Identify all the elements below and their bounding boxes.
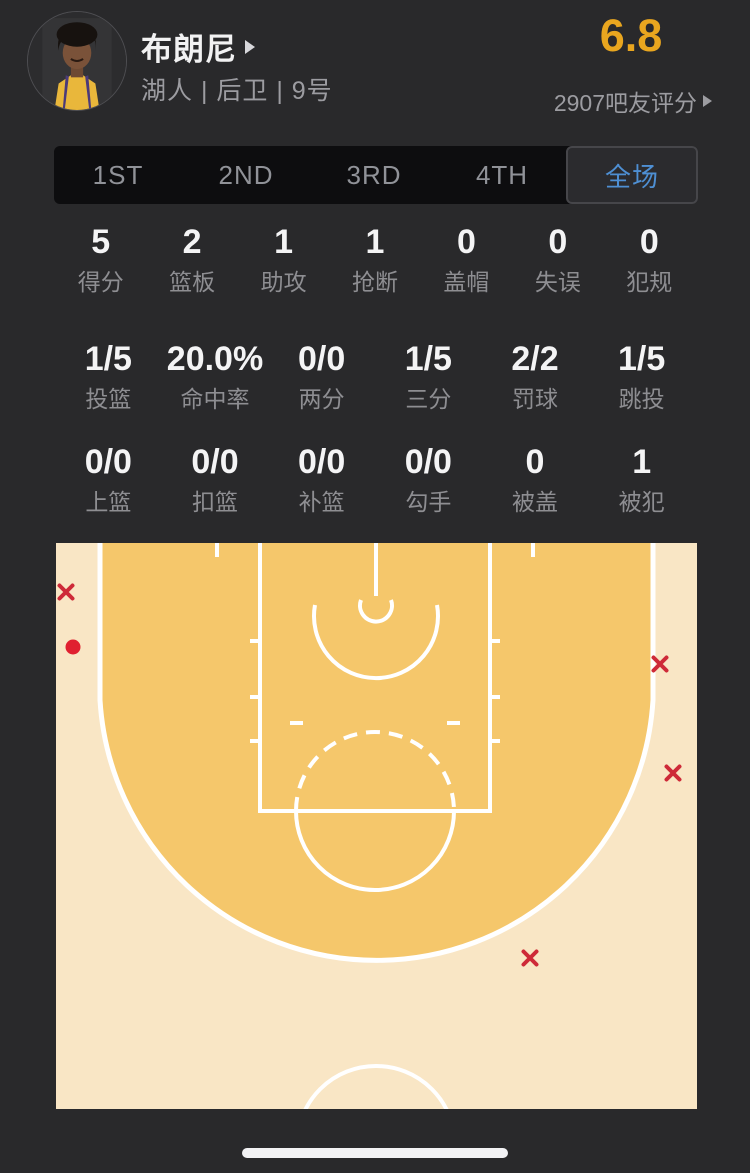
- home-indicator[interactable]: [242, 1148, 508, 1158]
- free-throw-circle-dashed: [294, 730, 456, 812]
- three-point-line: [97, 543, 656, 963]
- stat-putback: 0/0 补篮: [298, 443, 346, 515]
- stat-fouled: 1 被犯: [618, 443, 665, 515]
- stats-row-shooting: 1/5 投篮 20.0% 命中率 0/0 两分 1/5 三分 2/2 罚球 1/…: [55, 339, 695, 414]
- rim-arc: [358, 599, 394, 624]
- stat-fg: 1/5 投篮: [84, 340, 132, 412]
- stat-hook: 0/0 勾手: [404, 443, 452, 515]
- stat-two-pt: 0/0 两分: [298, 340, 346, 412]
- court-lines: [97, 543, 656, 1109]
- center-circle: [303, 1064, 449, 1109]
- stat-three-pt: 1/5 三分: [404, 340, 452, 412]
- made-shot-marker: [65, 639, 81, 655]
- player-meta: 湖人 | 后卫 | 9号: [141, 77, 333, 105]
- shot-chart-court: [56, 543, 697, 1109]
- court-inner-floor: [100, 543, 653, 961]
- missed-shot-marker: [664, 764, 682, 782]
- key-lines: [258, 543, 492, 813]
- missed-shot-marker: [521, 949, 539, 967]
- rating-arrow-icon: [703, 95, 712, 107]
- stat-turnovers: 0 失误: [534, 223, 581, 295]
- player-name: 布朗尼: [141, 32, 237, 67]
- stat-dunk: 0/0 扣篮: [191, 443, 239, 515]
- tab-full-game[interactable]: 全场: [566, 146, 698, 204]
- shot-markers: [57, 583, 682, 967]
- stat-layup: 0/0 上篮: [84, 443, 132, 515]
- restricted-area-arc: [312, 604, 440, 681]
- stat-blocks: 0 盖帽: [443, 223, 490, 295]
- stat-fouls: 0 犯规: [626, 223, 673, 295]
- stat-points: 5 得分: [77, 223, 124, 295]
- stats-row-shot-types: 0/0 上篮 0/0 扣篮 0/0 补篮 0/0 勾手 0 被盖 1 被犯: [55, 442, 695, 517]
- player-name-row[interactable]: 布朗尼: [141, 24, 255, 69]
- player-photo: [28, 12, 126, 110]
- rating-value: 6.8: [599, 10, 663, 61]
- rating-label: 2907吧友评分: [553, 90, 697, 116]
- fan-rating-link[interactable]: 2907吧友评分: [430, 84, 712, 118]
- player-header: 布朗尼 湖人 | 后卫 | 9号 6.8 2907吧友评分: [0, 0, 750, 140]
- stat-steals: 1 抢断: [351, 223, 398, 295]
- tab-2nd[interactable]: 2ND: [218, 159, 274, 190]
- name-arrow-icon: [245, 39, 255, 54]
- player-avatar[interactable]: [27, 11, 127, 111]
- lane-hashes-right: [490, 639, 500, 743]
- stats-row-basic: 5 得分 2 篮板 1 助攻 1 抢断 0 盖帽 0 失误 0 犯规: [55, 222, 695, 297]
- stat-jumpshot: 1/5 跳投: [618, 340, 666, 412]
- free-throw-circle-solid: [294, 810, 456, 892]
- missed-shot-marker: [57, 583, 75, 601]
- stat-fg-pct: 20.0% 命中率: [166, 340, 264, 412]
- stat-got-blocked: 0 被盖: [511, 443, 558, 515]
- quarter-tab-bar: 1ST 2ND 3RD 4TH 全场: [54, 146, 698, 204]
- tab-1st[interactable]: 1ST: [92, 159, 144, 190]
- stat-rebounds: 2 篮板: [169, 223, 216, 295]
- tab-4th[interactable]: 4TH: [475, 159, 529, 190]
- stat-ft: 2/2 罚球: [511, 340, 559, 412]
- tab-3rd[interactable]: 3RD: [346, 159, 402, 190]
- lane-hashes-left: [250, 639, 260, 743]
- stat-assists: 1 助攻: [260, 223, 307, 295]
- missed-shot-marker: [651, 655, 669, 673]
